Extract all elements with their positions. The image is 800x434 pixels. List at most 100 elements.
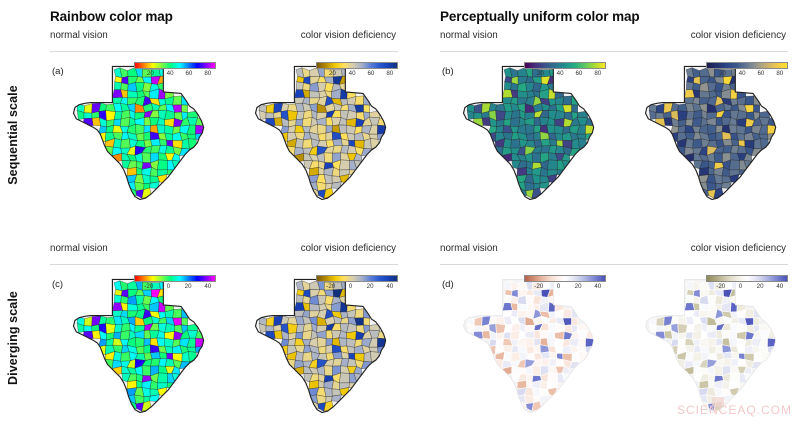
county-polygon: [691, 116, 703, 128]
colorbar-tick-label: 40: [166, 70, 174, 77]
county-layer: [76, 280, 204, 412]
county-polygon: [685, 331, 694, 340]
county-polygon: [546, 337, 556, 347]
county-polygon: [692, 82, 701, 92]
colorbar-gradient: [706, 275, 788, 282]
county-polygon: [181, 138, 190, 150]
county-polygon: [295, 351, 304, 362]
county-polygon: [302, 351, 313, 362]
county-polygon: [181, 308, 189, 319]
county-polygon: [323, 152, 333, 164]
county-polygon: [571, 104, 579, 113]
panel-d-color-vision-deficiency: -20 0 20 40: [610, 269, 794, 434]
county-polygon: [685, 118, 694, 127]
county-layer: [76, 67, 204, 199]
block-rainbow-diverging: normal vision color vision deficiency (c…: [34, 243, 402, 414]
county-polygon: [692, 351, 703, 362]
county-polygon: [753, 104, 761, 113]
colorbar-tick-label: 60: [367, 70, 375, 77]
figure-root: Sequential scale Diverging scale Rainbow…: [0, 9, 794, 417]
panel-letter-c: (c): [52, 279, 64, 290]
group-title-uniform: Perceptually uniform color map: [440, 9, 640, 24]
county-polygon: [707, 132, 717, 142]
panel-b-color-vision-deficiency: 20 40 60 80: [610, 56, 794, 221]
group-title-rainbow: Rainbow color map: [50, 9, 173, 24]
colorbar-tick-label: 40: [556, 70, 564, 77]
row-label-sequential-text: Sequential scale: [6, 84, 20, 185]
county-polygon: [753, 138, 762, 150]
county-polygon: [363, 308, 371, 319]
county-polygon: [533, 344, 541, 354]
colorbar-tick-label: 20: [328, 70, 336, 77]
county-polygon: [181, 351, 190, 363]
colorbar-ticks: 20 40 60 80: [524, 70, 606, 82]
block-rainbow-sequential: normal vision color vision deficiency (a…: [34, 30, 402, 201]
county-polygon: [699, 90, 711, 99]
county-polygon: [113, 81, 122, 91]
county-polygon: [113, 118, 122, 127]
county-polygon: [548, 88, 556, 100]
county-polygon: [316, 181, 327, 192]
county-polygon: [655, 112, 665, 119]
county-polygon: [302, 138, 313, 149]
header-divider: [440, 51, 788, 52]
vision-header-row: normal vision color vision deficiency: [34, 30, 402, 52]
colorbar-tick-label: 0: [556, 283, 561, 290]
county-polygon: [83, 325, 93, 332]
county-polygon: [135, 123, 145, 135]
colorbar-gradient: [706, 62, 788, 69]
county-polygon: [338, 372, 351, 384]
county-polygon: [325, 131, 333, 141]
vision-label-normal: normal vision: [50, 243, 108, 254]
county-polygon: [135, 132, 145, 142]
colorbar-tick-label: 40: [594, 283, 602, 290]
county-polygon: [354, 308, 364, 319]
vision-header-row: normal vision color vision deficiency: [34, 243, 402, 265]
county-polygon: [503, 81, 512, 91]
texas-map-svg: [254, 278, 387, 414]
watermark-logo-icon: [712, 397, 724, 407]
texas-border: [72, 278, 205, 414]
county-polygon: [332, 138, 343, 147]
vision-header-row: normal vision color vision deficiency: [424, 30, 792, 52]
county-polygon: [531, 152, 541, 164]
county-polygon: [744, 308, 754, 319]
county-polygon: [503, 331, 512, 340]
county-polygon: [722, 138, 733, 147]
texas-border: [462, 65, 595, 201]
county-polygon: [119, 329, 131, 341]
county-polygon: [685, 138, 694, 149]
colorbar-tick-label: 20: [146, 70, 154, 77]
county-polygon: [525, 123, 535, 135]
county-polygon: [715, 344, 723, 354]
colorbar-ticks: -20 0 20 40: [524, 283, 606, 295]
county-polygon: [308, 167, 320, 177]
county-polygon: [134, 181, 145, 192]
county-polygon: [316, 394, 327, 405]
county-polygon: [135, 345, 145, 355]
county-polygon: [181, 95, 189, 106]
county-polygon: [473, 112, 483, 119]
county-polygon: [338, 159, 351, 171]
county-polygon: [571, 351, 580, 363]
county-polygon: [156, 124, 166, 134]
county-polygon: [502, 351, 512, 362]
county-polygon: [119, 116, 131, 128]
colorbar-gradient: [134, 62, 216, 69]
colorbar-tick-label: 20: [718, 70, 726, 77]
county-polygon: [684, 351, 694, 362]
colorbar-tick-label: 40: [738, 70, 746, 77]
colorbar-tick-label: 40: [204, 283, 212, 290]
panel-a-color-vision-deficiency: 20 40 60 80: [220, 56, 404, 221]
county-polygon: [753, 351, 762, 363]
texas-map-svg: [463, 279, 595, 413]
county-polygon: [562, 308, 572, 319]
row-label-sequential-scale: Sequential scale: [0, 52, 26, 217]
county-polygon: [655, 325, 665, 332]
county-polygon: [317, 132, 327, 142]
county-polygon: [301, 329, 313, 341]
colorbar-tick-label: 20: [184, 283, 192, 290]
county-polygon: [156, 337, 166, 347]
county-polygon: [692, 138, 703, 149]
county-polygon: [309, 90, 321, 99]
